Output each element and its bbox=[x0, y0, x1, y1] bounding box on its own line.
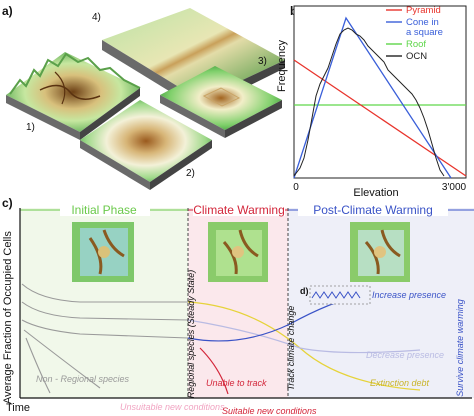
inset-d-label: d) bbox=[300, 286, 309, 296]
label-track-climate: Track climate change bbox=[286, 306, 296, 391]
ocn-surface bbox=[6, 52, 141, 140]
label-regional-species: Regional species (Steady State) bbox=[186, 270, 196, 399]
label-extinction: Extinction debt bbox=[370, 378, 430, 388]
thumbnail-initial bbox=[72, 222, 134, 282]
label-survive-warming: Survive climate warming bbox=[455, 299, 465, 397]
surface-label-2: 2) bbox=[186, 168, 195, 179]
surface-label-4: 4) bbox=[92, 12, 101, 23]
label-decrease: Decrease presence bbox=[366, 350, 444, 360]
label-unable: Unable to track bbox=[206, 378, 267, 388]
x-axis-label: Time bbox=[6, 402, 30, 414]
series-cone bbox=[293, 16, 452, 179]
legend-pyramid: Pyramid bbox=[406, 5, 441, 16]
thumbnail-post bbox=[350, 222, 410, 282]
plot-frame bbox=[293, 5, 467, 179]
legend-ocn: OCN bbox=[406, 51, 427, 62]
inset-d: d) bbox=[300, 285, 371, 305]
panel-b-chart: Frequency Elevation 0 3'000 Pyramid Cone… bbox=[276, 5, 467, 199]
legend-roof: Roof bbox=[406, 39, 426, 50]
legend-cone: Cone in bbox=[406, 17, 439, 28]
phase-initial: Initial Phase bbox=[71, 203, 137, 217]
panel-a-landscapes bbox=[6, 8, 285, 190]
legend: Pyramid Cone in a square Roof OCN bbox=[386, 5, 443, 62]
x-tick-0: 0 bbox=[293, 182, 299, 193]
panel-a-letter: a) bbox=[2, 4, 13, 18]
panel-c-chart: Initial Phase Climate Warming Post-Clima… bbox=[2, 203, 474, 416]
x-tick-1: 3'000 bbox=[442, 182, 467, 193]
series-ocn bbox=[293, 27, 445, 177]
legend-cone-2: a square bbox=[406, 27, 443, 38]
surface-label-3: 3) bbox=[258, 56, 267, 67]
label-unsuitable: Unsuitable new conditions bbox=[120, 402, 225, 412]
thumbnail-warming bbox=[208, 222, 268, 282]
panel-c-letter: c) bbox=[2, 196, 13, 210]
label-increase: Increase presence bbox=[372, 290, 446, 300]
cone-surface bbox=[80, 100, 212, 190]
y-axis-label: Frequency bbox=[276, 40, 288, 92]
surface-label-1: 1) bbox=[26, 122, 35, 133]
y-axis-label: Average Fraction of Occupied Cells bbox=[2, 231, 14, 404]
x-axis-label: Elevation bbox=[353, 187, 398, 199]
phase-warming: Climate Warming bbox=[193, 203, 285, 217]
label-suitable: Suitable new conditions bbox=[222, 406, 317, 416]
pyramid-surface bbox=[160, 66, 282, 138]
label-non-regional: Non - Regional species bbox=[36, 374, 130, 384]
phase-post: Post-Climate Warming bbox=[313, 203, 433, 217]
